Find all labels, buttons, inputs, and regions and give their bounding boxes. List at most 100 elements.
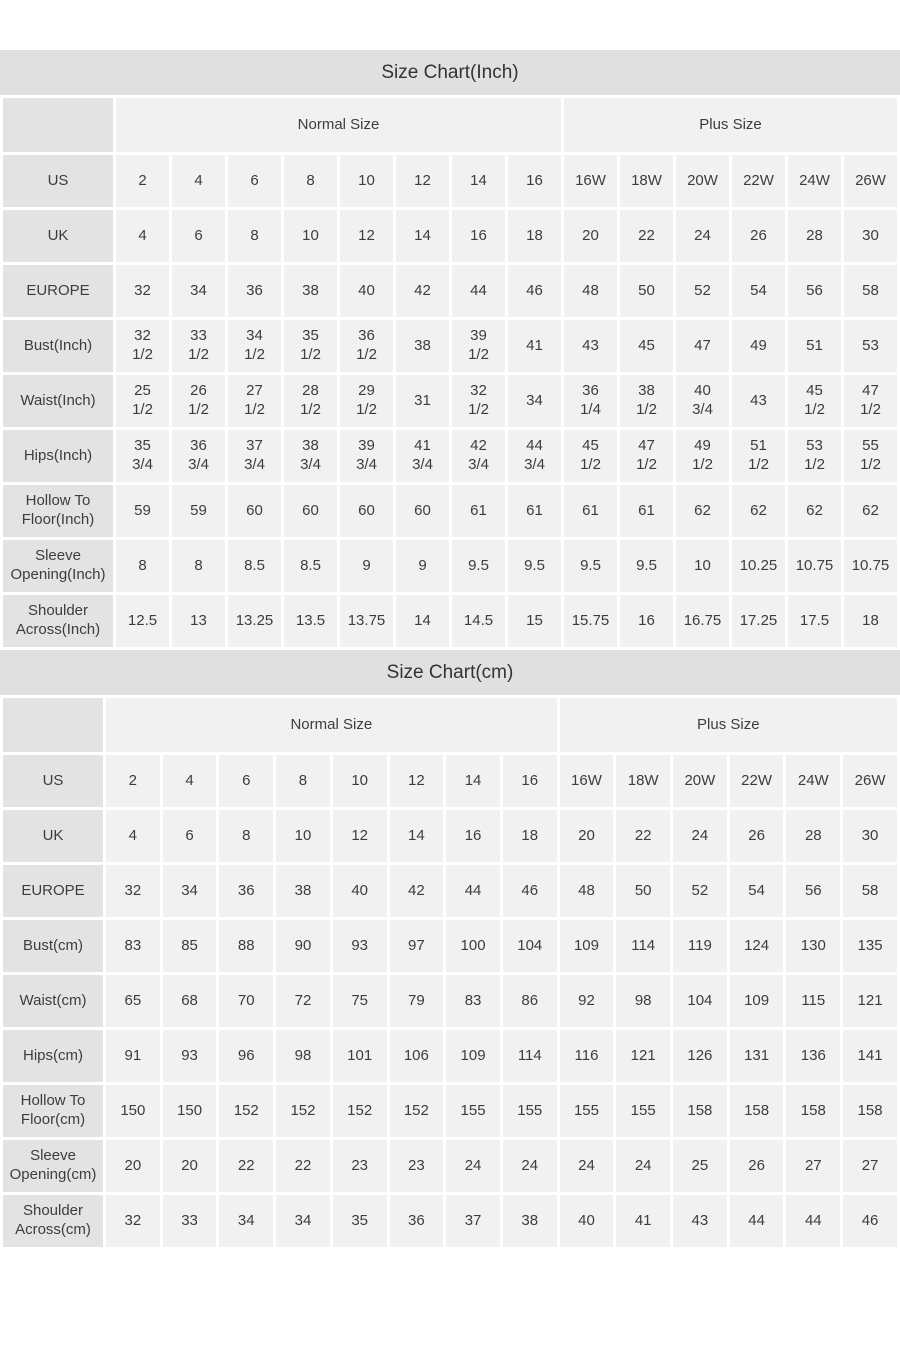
- size-value-cell: 28 1/2: [284, 375, 337, 427]
- size-value-cell: 58: [843, 865, 897, 917]
- size-value-cell: 155: [616, 1085, 671, 1137]
- size-value-cell: 10.75: [788, 540, 841, 592]
- group-header-row: Normal Size Plus Size: [3, 98, 897, 152]
- size-value-cell: 12: [340, 210, 393, 262]
- size-value-cell: 60: [284, 485, 337, 537]
- size-value-cell: 93: [332, 920, 387, 972]
- size-value-cell: 39 1/2: [452, 320, 505, 372]
- size-value-cell: 6: [162, 810, 217, 862]
- size-row: UK 4 6 8 10 12 14 16 18 20 22 24 26 28 30: [3, 810, 897, 862]
- size-value-cell: 17.5: [788, 595, 841, 647]
- size-value-cell: 51: [788, 320, 841, 372]
- size-value-cell: 16.75: [676, 595, 729, 647]
- size-value-cell: 44: [446, 865, 500, 917]
- size-row: UK 4 6 8 10 12 14 16 18 20 22 24 26 28 30: [3, 210, 897, 262]
- size-value-cell: 22W: [732, 155, 785, 207]
- size-value-cell: 9.5: [620, 540, 673, 592]
- size-value-cell: 8: [172, 540, 225, 592]
- size-row: Hollow To Floor(Inch) 59 59 60 60 60 60 61 61 61 6…: [3, 485, 897, 537]
- size-value-cell: 16W: [559, 755, 614, 807]
- row-label-cell: Shoulder Across(cm): [3, 1195, 103, 1247]
- size-value-cell: 152: [219, 1085, 274, 1137]
- size-value-cell: 62: [844, 485, 897, 537]
- size-value-cell: 50: [620, 265, 673, 317]
- size-value-cell: 155: [446, 1085, 500, 1137]
- size-value-cell: 91: [106, 1030, 160, 1082]
- size-value-cell: 92: [559, 975, 614, 1027]
- row-label-cell: Bust(cm): [3, 920, 103, 972]
- size-value-cell: 50: [616, 865, 671, 917]
- size-value-cell: 10: [340, 155, 393, 207]
- row-label-cell: Sleeve Opening(Inch): [3, 540, 113, 592]
- size-value-cell: 96: [219, 1030, 274, 1082]
- size-value-cell: 158: [786, 1085, 841, 1137]
- size-value-cell: 6: [228, 155, 281, 207]
- size-row: US 2 4 6 8 10 12 14 16 16W 18W 20W 22W 24W 26W: [3, 155, 897, 207]
- size-value-cell: 38: [502, 1195, 557, 1247]
- size-value-cell: 141: [843, 1030, 897, 1082]
- size-value-cell: 25 1/2: [116, 375, 169, 427]
- size-value-cell: 37: [446, 1195, 500, 1247]
- size-value-cell: 109: [559, 920, 614, 972]
- size-value-cell: 30: [843, 810, 897, 862]
- size-value-cell: 18W: [620, 155, 673, 207]
- size-value-cell: 28: [786, 810, 841, 862]
- row-label-cell: US: [3, 755, 103, 807]
- size-value-cell: 48: [559, 865, 614, 917]
- size-value-cell: 59: [172, 485, 225, 537]
- size-value-cell: 20: [106, 1140, 160, 1192]
- size-value-cell: 29 1/2: [340, 375, 393, 427]
- size-row: Waist(cm) 65 68 70 72 75 79 83 86 92 98 104 109 115 12…: [3, 975, 897, 1027]
- size-value-cell: 90: [276, 920, 330, 972]
- size-value-cell: 18: [502, 810, 557, 862]
- size-value-cell: 150: [106, 1085, 160, 1137]
- size-value-cell: 60: [340, 485, 393, 537]
- size-value-cell: 152: [276, 1085, 330, 1137]
- size-value-cell: 36 3/4: [172, 430, 225, 482]
- size-value-cell: 104: [502, 920, 557, 972]
- size-value-cell: 42: [389, 865, 444, 917]
- size-value-cell: 39 3/4: [340, 430, 393, 482]
- size-value-cell: 61: [508, 485, 561, 537]
- size-value-cell: 9.5: [452, 540, 505, 592]
- size-value-cell: 27 1/2: [228, 375, 281, 427]
- size-value-cell: 35 3/4: [116, 430, 169, 482]
- size-value-cell: 158: [843, 1085, 897, 1137]
- size-value-cell: 44: [729, 1195, 784, 1247]
- row-label-cell: UK: [3, 810, 103, 862]
- row-label-cell: Sleeve Opening(cm): [3, 1140, 103, 1192]
- size-value-cell: 22: [219, 1140, 274, 1192]
- size-value-cell: 104: [673, 975, 727, 1027]
- size-value-cell: 22: [616, 810, 671, 862]
- size-value-cell: 24W: [786, 755, 841, 807]
- size-value-cell: 62: [676, 485, 729, 537]
- size-value-cell: 41: [616, 1195, 671, 1247]
- size-value-cell: 34: [219, 1195, 274, 1247]
- size-value-cell: 43: [732, 375, 785, 427]
- size-value-cell: 20: [162, 1140, 217, 1192]
- size-value-cell: 14: [452, 155, 505, 207]
- size-value-cell: 10: [284, 210, 337, 262]
- size-value-cell: 35: [332, 1195, 387, 1247]
- size-value-cell: 155: [502, 1085, 557, 1137]
- size-value-cell: 26W: [843, 755, 897, 807]
- size-value-cell: 22W: [729, 755, 784, 807]
- size-value-cell: 46: [843, 1195, 897, 1247]
- size-row: Sleeve Opening(Inch) 8 8 8.5 8.5 9 9 9.5 9.5 9.5 9…: [3, 540, 897, 592]
- size-value-cell: 32: [106, 1195, 160, 1247]
- size-value-cell: 36 1/2: [340, 320, 393, 372]
- size-value-cell: 9: [340, 540, 393, 592]
- size-value-cell: 68: [162, 975, 217, 1027]
- size-value-cell: 86: [502, 975, 557, 1027]
- size-value-cell: 109: [729, 975, 784, 1027]
- size-value-cell: 114: [616, 920, 671, 972]
- size-value-cell: 24W: [788, 155, 841, 207]
- size-value-cell: 6: [219, 755, 274, 807]
- row-label-cell: US: [3, 155, 113, 207]
- size-value-cell: 83: [106, 920, 160, 972]
- size-row: EUROPE 32 34 36 38 40 42 44 46 48 50 52 54 56 58: [3, 265, 897, 317]
- size-value-cell: 16: [446, 810, 500, 862]
- size-value-cell: 41 3/4: [396, 430, 449, 482]
- size-value-cell: 38 1/2: [620, 375, 673, 427]
- size-value-cell: 114: [502, 1030, 557, 1082]
